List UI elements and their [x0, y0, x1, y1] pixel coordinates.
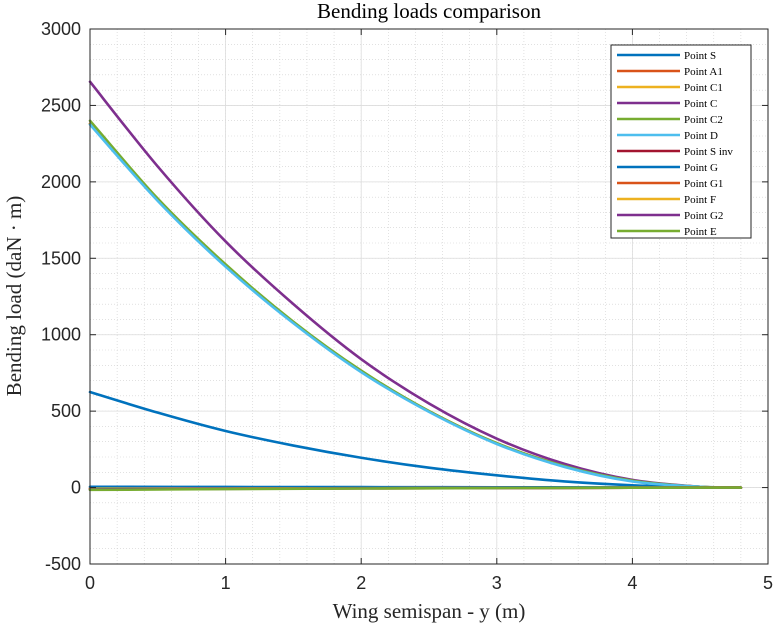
series-line-point-d — [88, 123, 743, 489]
chart-title: Bending loads comparison — [317, 0, 541, 23]
x-axis-label: Wing semispan - y (m) — [333, 599, 526, 623]
x-tick-label: 3 — [492, 573, 502, 593]
y-tick-label: 0 — [71, 478, 81, 498]
x-tick-label: 1 — [221, 573, 231, 593]
y-tick-labels: -500 0 500 1000 1500 2000 2500 3000 — [41, 19, 81, 574]
legend-label-point-a1: Point A1 — [684, 66, 723, 78]
minor-grid — [89, 28, 769, 565]
y-tick-label: 1000 — [41, 325, 81, 345]
series-line-point-s — [88, 390, 743, 489]
legend-label-point-d: Point D — [684, 130, 718, 142]
y-tick-label: 2000 — [41, 172, 81, 192]
legend-box — [610, 44, 752, 239]
legend-label-point-s-inv: Point S inv — [684, 146, 733, 158]
x-tick-label: 2 — [356, 573, 366, 593]
legend-label-point-c1: Point C1 — [684, 82, 723, 94]
legend-label-point-g: Point G — [684, 162, 718, 174]
legend-label-point-c2: Point C2 — [684, 114, 723, 126]
series-layer — [88, 80, 743, 492]
x-tick-labels: 0 1 2 3 4 5 — [85, 573, 773, 593]
legend-label-point-c: Point C — [684, 98, 717, 110]
tick-marks — [89, 28, 769, 565]
legend-label-point-s: Point S — [684, 50, 716, 62]
plot-frame — [89, 28, 769, 565]
legend-label-point-e: Point E — [684, 226, 717, 238]
y-tick-label: -500 — [45, 554, 81, 574]
x-tick-label: 0 — [85, 573, 95, 593]
legend: Point S Point A1 Point C1 Point C Point C2 Po… — [610, 44, 752, 239]
y-axis-label: Bending load (daN · m) — [2, 196, 26, 397]
y-tick-label: 2500 — [41, 95, 81, 115]
x-tick-label: 5 — [763, 573, 773, 593]
legend-label-point-f: Point F — [684, 194, 716, 206]
legend-items: Point S Point A1 Point C1 Point C Point C2 Po… — [617, 50, 733, 238]
y-tick-label: 500 — [51, 401, 81, 421]
x-tick-label: 4 — [627, 573, 637, 593]
y-tick-label: 3000 — [41, 19, 81, 39]
legend-label-point-g2: Point G2 — [684, 210, 723, 222]
y-tick-label: 1500 — [41, 248, 81, 268]
legend-label-point-g1: Point G1 — [684, 178, 723, 190]
series-line-point-e — [88, 486, 743, 492]
